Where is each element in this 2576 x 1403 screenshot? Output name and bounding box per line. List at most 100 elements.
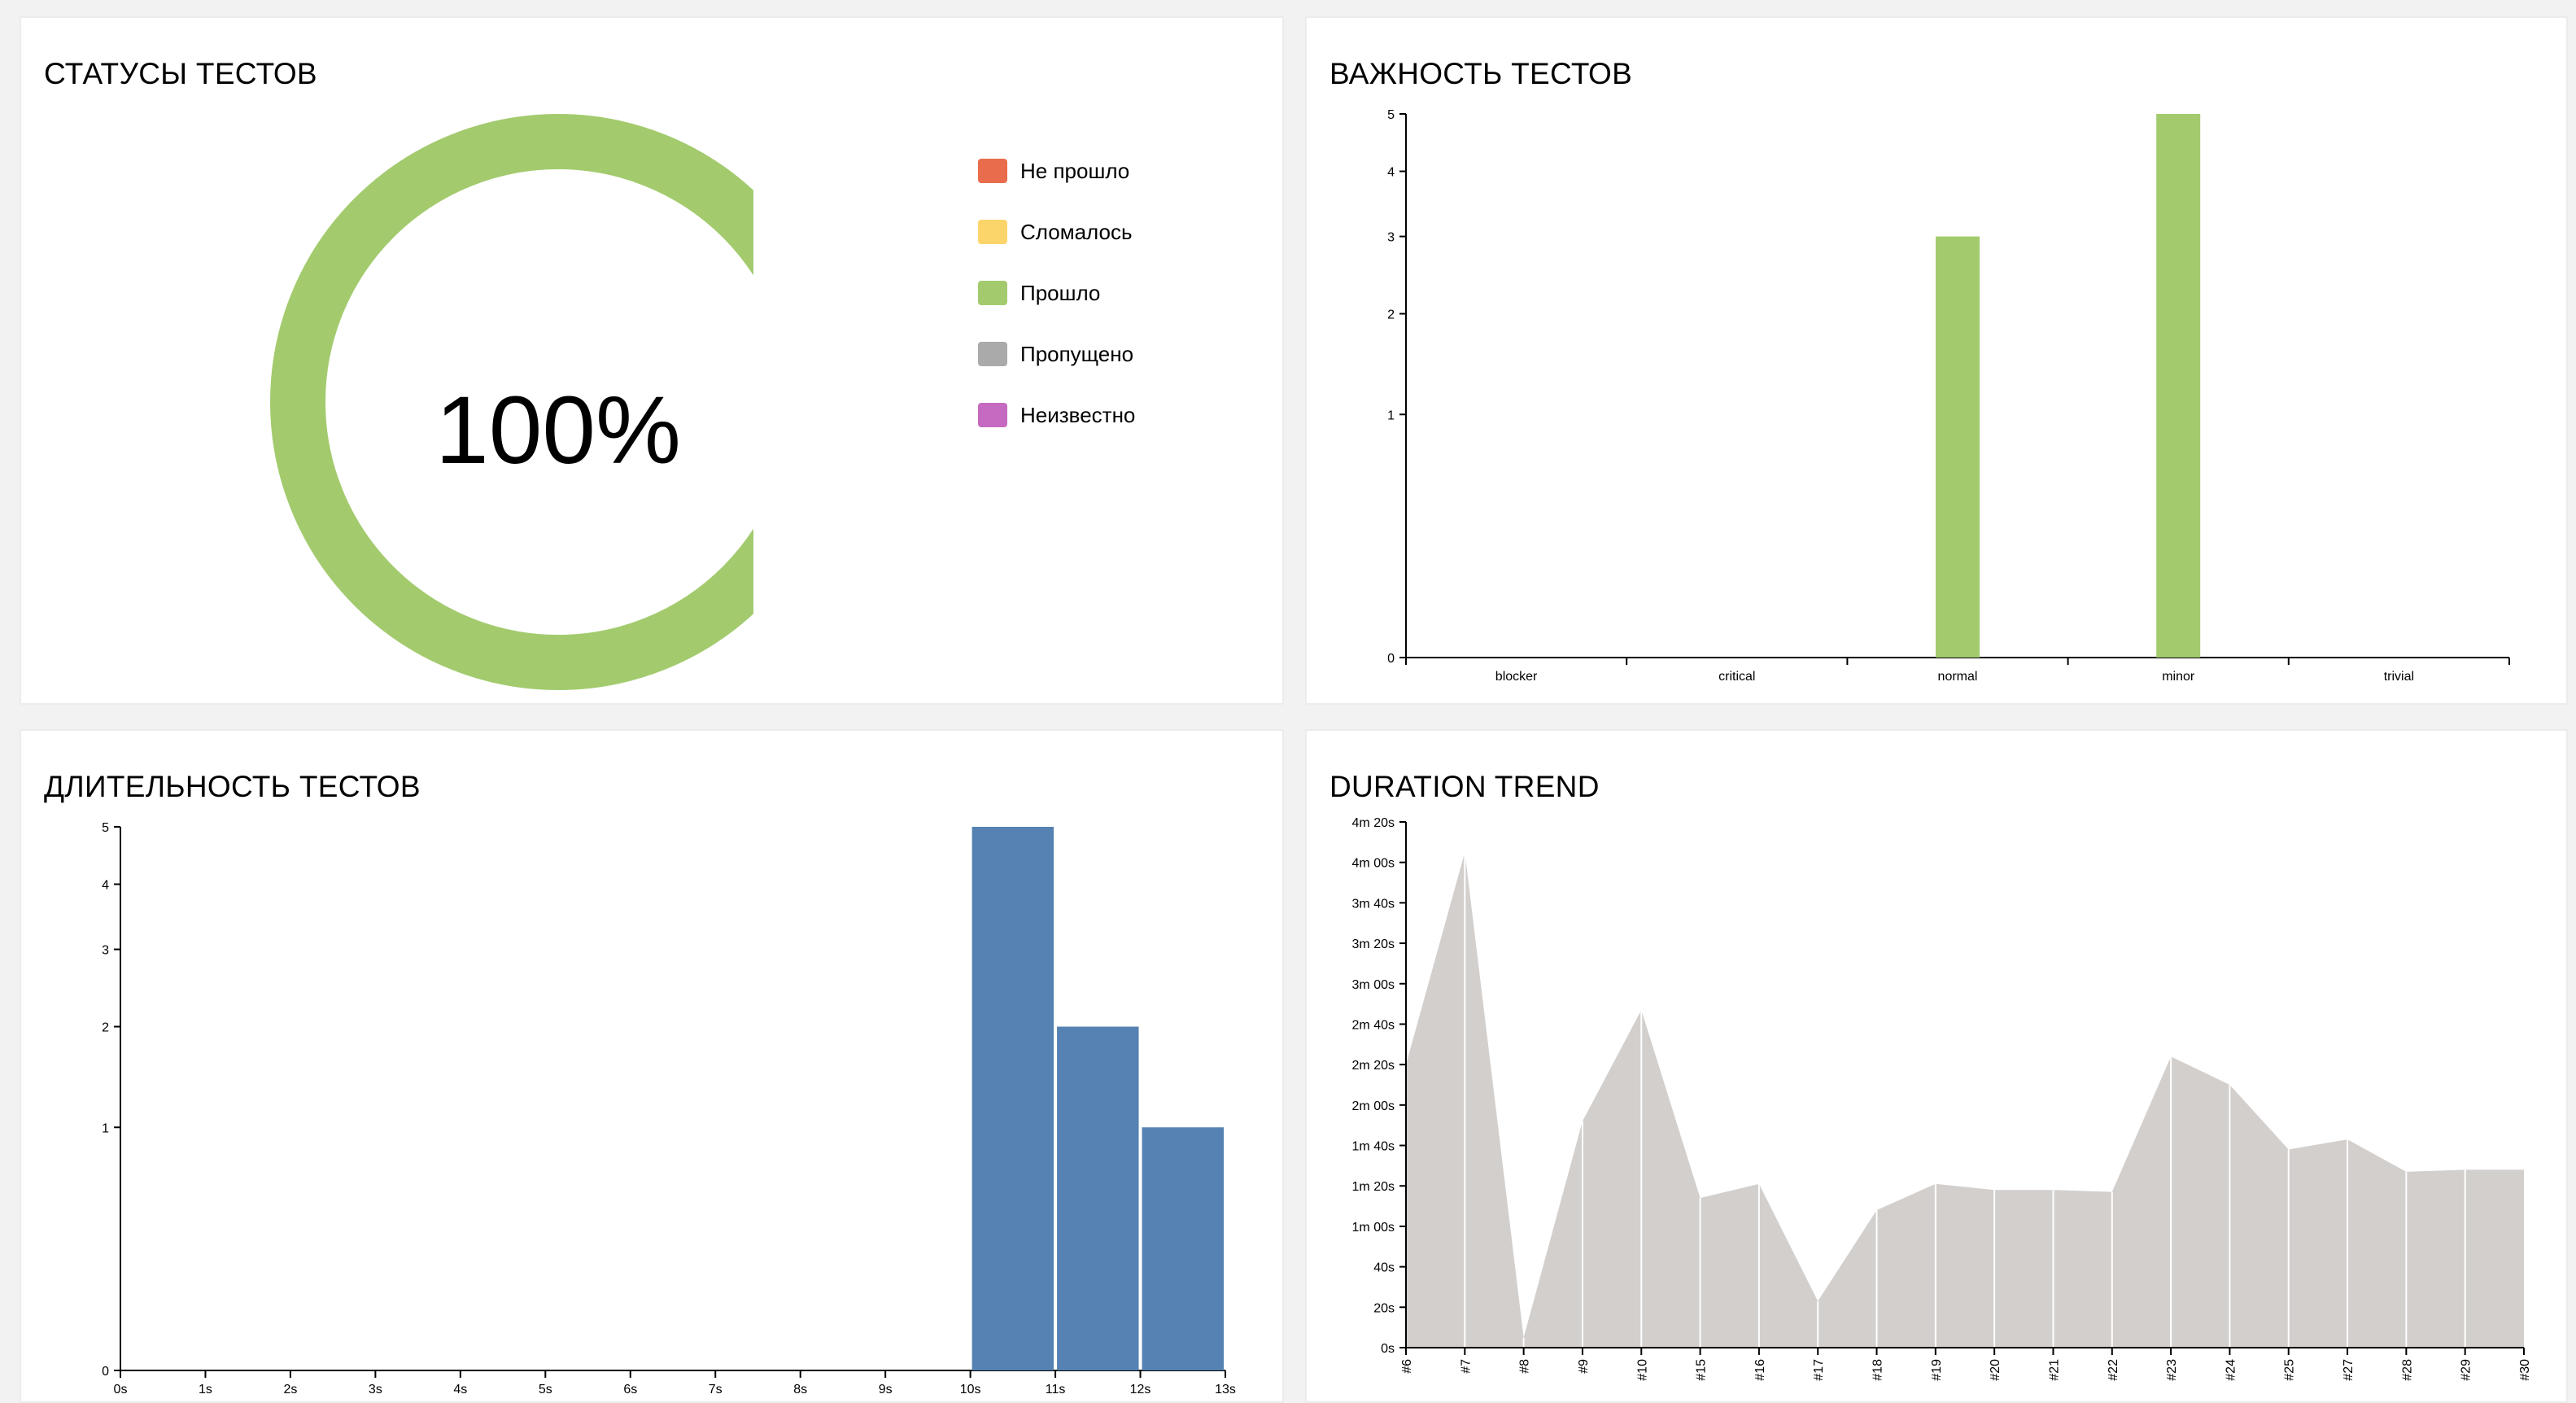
statuses-panel: СТАТУСЫ ТЕСТОВ 100% Не прошло Сломалось … bbox=[20, 16, 1284, 705]
severity-panel: ВАЖНОСТЬ ТЕСТОВ 0 1 2 3 4 5 blocker critical nor… bbox=[1305, 16, 2568, 705]
legend-item-skipped[interactable]: Пропущено bbox=[978, 339, 1135, 369]
severity-y-tick-label: 3 bbox=[1387, 231, 1395, 245]
trend-x-tick-label: #19 bbox=[1930, 1359, 1944, 1381]
trend-x-tick-label: #24 bbox=[2224, 1359, 2238, 1381]
duration-y-tick-label: 2 bbox=[102, 1021, 109, 1035]
trend-y-tick-label: 20s bbox=[1373, 1301, 1395, 1315]
trend-y-tick-label: 2m 00s bbox=[1352, 1099, 1395, 1113]
severity-y-tick-label: 1 bbox=[1387, 409, 1395, 422]
trend-x-tick-label: #30 bbox=[2518, 1359, 2532, 1381]
severity-bar-normal bbox=[1936, 236, 1980, 658]
swatch-failed bbox=[978, 159, 1007, 183]
trend-x-tick-label: #21 bbox=[2047, 1359, 2061, 1381]
donut-slices bbox=[270, 114, 753, 690]
legend-item-failed[interactable]: Не прошло bbox=[978, 156, 1135, 186]
severity-x-tick-label: minor bbox=[2162, 670, 2195, 684]
trend-y-tick-label: 3m 00s bbox=[1352, 978, 1395, 992]
legend-item-unknown[interactable]: Неизвестно bbox=[978, 400, 1135, 430]
legend-item-passed[interactable]: Прошло bbox=[978, 278, 1135, 308]
duration-title: ДЛИТЕЛЬНОСТЬ ТЕСТОВ bbox=[44, 770, 421, 803]
duration-y-tick-label: 1 bbox=[102, 1121, 109, 1135]
trend-x-tick-label: #17 bbox=[1812, 1359, 1826, 1381]
trend-panel: DURATION TREND 0s 20s 40s 1m 00s 1m 20s 1m 40… bbox=[1305, 729, 2568, 1403]
trend-x-tick-label: #16 bbox=[1753, 1359, 1767, 1381]
severity-x-tick-label: normal bbox=[1938, 670, 1978, 684]
trend-y-tick-label: 4m 20s bbox=[1352, 816, 1395, 830]
duration-x-tick-label: 8s bbox=[793, 1383, 807, 1396]
trend-x-tick-label: #23 bbox=[2165, 1359, 2179, 1381]
trend-x-tick-label: #25 bbox=[2283, 1359, 2297, 1381]
duration-x-tick-label: 12s bbox=[1130, 1383, 1151, 1396]
legend-label-passed: Прошло bbox=[1020, 280, 1101, 305]
duration-x-tick-label: 2s bbox=[283, 1383, 297, 1396]
severity-bar-minor bbox=[2156, 114, 2201, 658]
statuses-donut-chart: 100% bbox=[270, 114, 753, 690]
trend-x-tick-label: #9 bbox=[1577, 1359, 1591, 1374]
legend-label-unknown: Неизвестно bbox=[1020, 402, 1136, 427]
duration-x-tick-label: 4s bbox=[453, 1383, 467, 1396]
severity-x-tick-label: critical bbox=[1718, 670, 1755, 684]
legend-label-broken: Сломалось bbox=[1020, 219, 1133, 244]
duration-x-tick-label: 0s bbox=[114, 1383, 128, 1396]
trend-x-tick-label: #27 bbox=[2342, 1359, 2356, 1381]
severity-x-tick-label: blocker bbox=[1495, 670, 1538, 684]
trend-x-tick-label: #6 bbox=[1400, 1359, 1414, 1374]
trend-x-tick-label: #22 bbox=[2107, 1359, 2120, 1381]
statuses-legend: Не прошло Сломалось Прошло Пропущено Неи… bbox=[978, 156, 1135, 461]
trend-x-tick-label: #29 bbox=[2460, 1359, 2473, 1381]
duration-histogram-chart: 0 1 2 3 4 5 0s 1s 2s 3s 4s 5s 6s 7s 8s 9s 10s 11s 12s 13s bbox=[102, 821, 1236, 1396]
swatch-passed bbox=[978, 281, 1007, 305]
trend-area bbox=[1406, 852, 2524, 1348]
duration-x-tick-label: 11s bbox=[1046, 1383, 1066, 1396]
legend-label-skipped: Пропущено bbox=[1020, 341, 1134, 366]
swatch-unknown bbox=[978, 403, 1007, 427]
trend-y-tick-label: 40s bbox=[1373, 1261, 1395, 1275]
statuses-title: СТАТУСЫ ТЕСТОВ bbox=[44, 57, 317, 90]
duration-x-tick-label: 7s bbox=[709, 1383, 723, 1396]
trend-x-tick-label: #15 bbox=[1695, 1359, 1709, 1381]
duration-x-tick-label: 6s bbox=[623, 1383, 637, 1396]
trend-y-tick-label: 1m 20s bbox=[1352, 1180, 1395, 1194]
duration-y-tick-label: 5 bbox=[102, 821, 109, 835]
trend-y-tick-label: 1m 00s bbox=[1352, 1221, 1395, 1235]
severity-bar-chart: 0 1 2 3 4 5 blocker critical normal minor trivial bbox=[1387, 108, 2510, 684]
trend-x-tick-label: #7 bbox=[1459, 1359, 1473, 1374]
legend-item-broken[interactable]: Сломалось bbox=[978, 217, 1135, 247]
duration-bin-1 bbox=[1057, 1026, 1139, 1370]
severity-x-tick-label: trivial bbox=[2384, 670, 2414, 684]
legend-label-failed: Не прошло bbox=[1020, 158, 1130, 183]
duration-x-tick-label: 1s bbox=[199, 1383, 212, 1396]
severity-title: ВАЖНОСТЬ ТЕСТОВ bbox=[1329, 57, 1633, 90]
swatch-broken bbox=[978, 220, 1007, 244]
severity-y-tick-label: 4 bbox=[1387, 166, 1395, 180]
duration-panel: ДЛИТЕЛЬНОСТЬ ТЕСТОВ 0 1 2 3 4 5 0s 1s 2s 3s 4s 5s 6s… bbox=[20, 729, 1284, 1403]
duration-x-tick-label: 3s bbox=[369, 1383, 382, 1396]
trend-y-tick-label: 2m 20s bbox=[1352, 1059, 1395, 1073]
duration-y-tick-label: 3 bbox=[102, 944, 109, 958]
duration-y-tick-label: 4 bbox=[102, 879, 109, 893]
trend-x-tick-label: #10 bbox=[1635, 1359, 1649, 1381]
trend-y-tick-label: 1m 40s bbox=[1352, 1140, 1395, 1154]
severity-y-tick-label: 5 bbox=[1387, 108, 1395, 122]
duration-bin-2 bbox=[1142, 1127, 1224, 1370]
trend-title: DURATION TREND bbox=[1329, 770, 1600, 803]
severity-y-tick-label: 0 bbox=[1387, 652, 1395, 666]
duration-x-tick-label: 13s bbox=[1215, 1383, 1236, 1396]
duration-bin-0 bbox=[971, 827, 1054, 1370]
severity-y-tick-label: 2 bbox=[1387, 308, 1395, 322]
trend-x-tick-label: #8 bbox=[1518, 1359, 1532, 1374]
trend-x-tick-label: #20 bbox=[1989, 1359, 2002, 1381]
trend-y-tick-label: 0s bbox=[1381, 1342, 1395, 1356]
swatch-skipped bbox=[978, 342, 1007, 366]
duration-trend-chart: 0s 20s 40s 1m 00s 1m 20s 1m 40s 2m 00s 2m 20s 2m… bbox=[1352, 816, 2532, 1381]
duration-x-tick-label: 5s bbox=[539, 1383, 552, 1396]
trend-y-tick-label: 4m 00s bbox=[1352, 857, 1395, 871]
trend-x-tick-label: #18 bbox=[1871, 1359, 1885, 1381]
trend-y-tick-label: 2m 40s bbox=[1352, 1018, 1395, 1032]
duration-x-tick-label: 10s bbox=[960, 1383, 981, 1396]
donut-slice-passed bbox=[270, 114, 753, 690]
trend-y-tick-label: 3m 40s bbox=[1352, 897, 1395, 911]
trend-y-tick-label: 3m 20s bbox=[1352, 938, 1395, 951]
donut-center-label: 100% bbox=[435, 377, 681, 484]
trend-x-tick-label: #28 bbox=[2400, 1359, 2414, 1381]
